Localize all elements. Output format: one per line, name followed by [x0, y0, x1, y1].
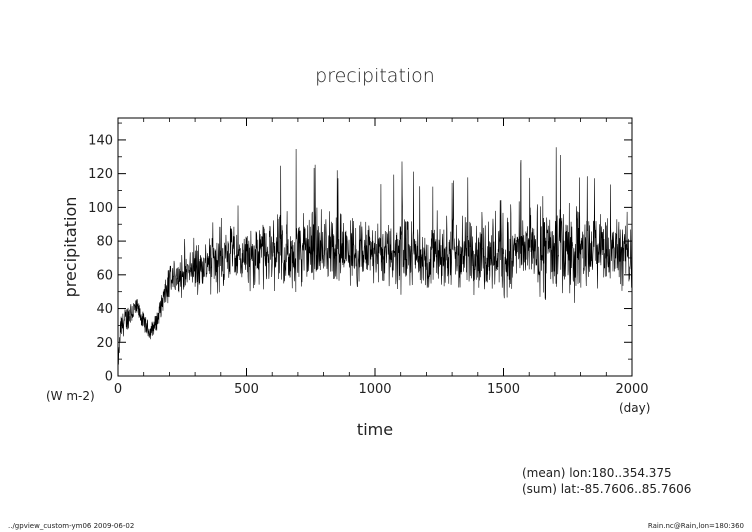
x-axis-label: time: [357, 420, 393, 439]
stat-sum-annotation: (sum) lat:-85.7606..85.7606: [522, 482, 691, 496]
y-tick-label: 0: [105, 370, 113, 385]
y-axis-label: precipitation: [61, 197, 80, 298]
y-axis-ticks: 0 20 40 60 80 100 120 140: [88, 122, 632, 385]
y-tick-label: 20: [96, 336, 113, 351]
x-tick-label: 2000: [615, 382, 648, 397]
y-axis-unit: (W m-2): [46, 389, 95, 403]
x-axis-unit: (day): [619, 401, 650, 415]
y-tick-label: 120: [88, 167, 113, 182]
x-tick-label: 500: [234, 382, 259, 397]
y-tick-label: 60: [96, 268, 113, 283]
y-tick-label: 40: [96, 302, 113, 317]
y-tick-label: 100: [88, 201, 113, 216]
x-tick-label: 1000: [358, 382, 391, 397]
x-tick-label: 1500: [487, 382, 520, 397]
x-axis-ticks: 0 500 1000 1500 2000: [114, 118, 649, 397]
footer-left: ../gpview_custom-ym06 2009-06-02: [8, 522, 134, 530]
x-tick-label: 0: [114, 382, 122, 397]
y-tick-label: 140: [88, 133, 113, 148]
chart-title: precipitation: [315, 65, 435, 87]
precipitation-series-line: [117, 147, 633, 366]
y-tick-label: 80: [96, 235, 113, 250]
footer-right: Rain.nc@Rain,lon=180:360: [648, 522, 744, 530]
stat-mean-annotation: (mean) lon:180..354.375: [522, 466, 672, 480]
plot-area: 0 500 1000 1500 2000 0 20 40 60 80 100 120 140: [88, 117, 649, 397]
